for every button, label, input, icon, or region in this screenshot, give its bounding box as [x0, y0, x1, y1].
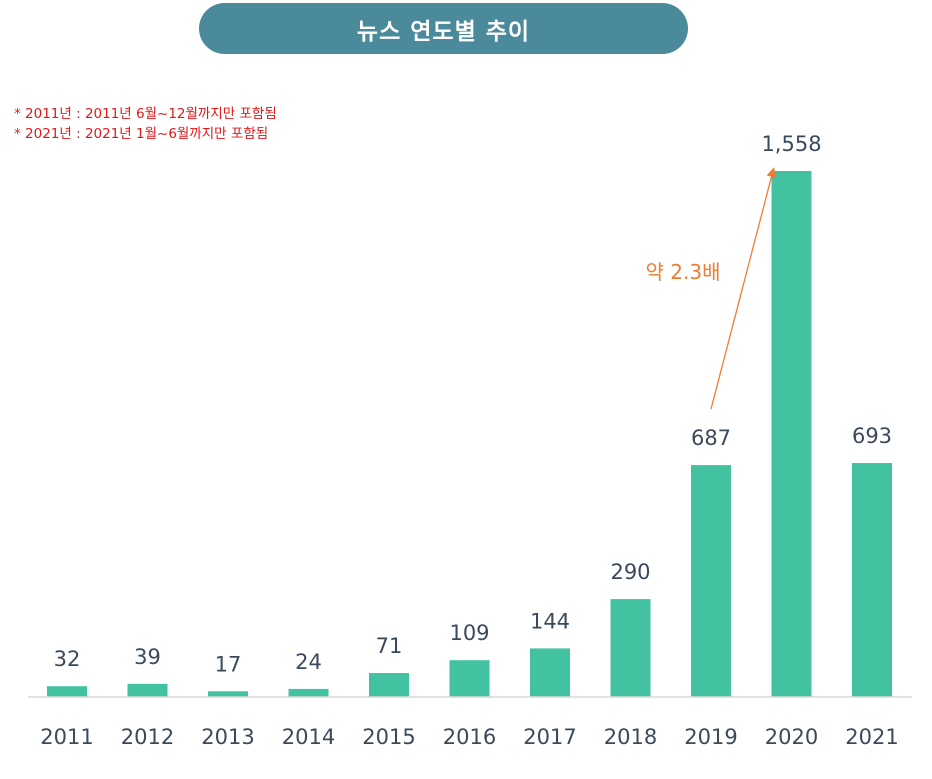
growth-arrow	[710, 167, 777, 410]
category-label-2012: 2012	[121, 725, 174, 749]
bar-2011	[47, 686, 87, 697]
category-label-2013: 2013	[201, 725, 254, 749]
value-label-2014: 24	[295, 650, 322, 674]
category-label-2014: 2014	[282, 725, 335, 749]
bar-2012	[127, 683, 168, 697]
category-label-2015: 2015	[362, 725, 415, 749]
bar-2016	[449, 660, 490, 697]
value-label-2015: 71	[376, 634, 403, 658]
footnote-2021: * 2021년 : 2021년 1월~6월까지만 포함됨	[14, 126, 269, 142]
bar-2017	[530, 648, 570, 697]
value-label-2017: 144	[530, 609, 570, 633]
value-label-2018: 290	[610, 560, 650, 584]
category-label-2019: 2019	[684, 725, 737, 749]
category-label-2021: 2021	[845, 725, 898, 749]
value-label-2016: 109	[449, 621, 489, 645]
growth-annotation: 약 2.3배	[646, 260, 721, 284]
bar-2020	[771, 171, 812, 697]
value-label-2019: 687	[691, 426, 731, 450]
category-label-2017: 2017	[523, 725, 576, 749]
value-label-2011: 32	[54, 647, 81, 671]
chart-title: 뉴스 연도별 추이	[199, 3, 688, 54]
bar-2018	[610, 599, 651, 697]
bar-2019	[691, 465, 731, 697]
category-label-2011: 2011	[40, 725, 93, 749]
bar-2013	[208, 691, 248, 697]
value-label-2020: 1,558	[761, 132, 821, 156]
bar-2015	[369, 673, 409, 697]
footnotes: * 2011년 : 2011년 6월~12월까지만 포함됨 * 2021년 : …	[14, 104, 277, 144]
value-label-2012: 39	[134, 645, 161, 669]
footnote-2011: * 2011년 : 2011년 6월~12월까지만 포함됨	[14, 106, 277, 122]
bar-2021	[852, 463, 892, 697]
category-label-2020: 2020	[765, 725, 818, 749]
value-label-2021: 693	[852, 424, 892, 448]
category-label-2016: 2016	[443, 725, 496, 749]
category-label-2018: 2018	[604, 725, 657, 749]
bar-2014	[288, 688, 329, 697]
value-label-2013: 17	[215, 652, 242, 676]
